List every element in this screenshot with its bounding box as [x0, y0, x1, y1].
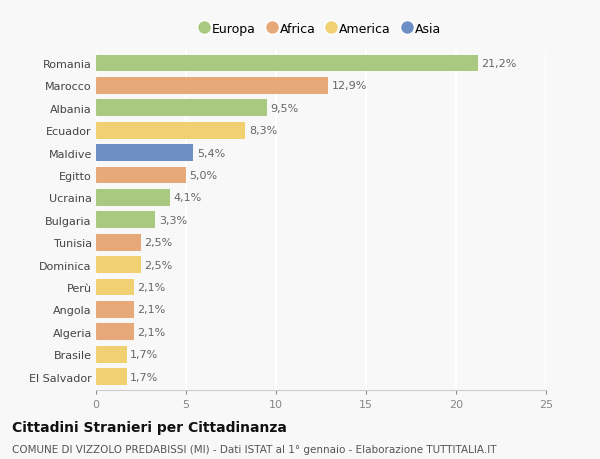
Bar [96, 301, 134, 318]
Bar [96, 100, 267, 117]
Bar [96, 145, 193, 162]
Bar [96, 234, 141, 251]
Text: Cittadini Stranieri per Cittadinanza: Cittadini Stranieri per Cittadinanza [12, 420, 287, 434]
Text: 1,7%: 1,7% [130, 349, 158, 359]
Text: 3,3%: 3,3% [159, 215, 187, 225]
Text: 2,1%: 2,1% [137, 305, 166, 315]
Bar [96, 190, 170, 207]
Bar [96, 257, 141, 274]
Text: 5,4%: 5,4% [197, 148, 225, 158]
Text: COMUNE DI VIZZOLO PREDABISSI (MI) - Dati ISTAT al 1° gennaio - Elaborazione TUTT: COMUNE DI VIZZOLO PREDABISSI (MI) - Dati… [12, 444, 497, 454]
Bar [96, 56, 478, 72]
Text: 4,1%: 4,1% [173, 193, 202, 203]
Text: 2,5%: 2,5% [145, 260, 173, 270]
Text: 9,5%: 9,5% [271, 104, 299, 113]
Bar [96, 123, 245, 140]
Text: 2,5%: 2,5% [145, 238, 173, 248]
Text: 12,9%: 12,9% [332, 81, 367, 91]
Bar [96, 78, 328, 95]
Text: 2,1%: 2,1% [137, 282, 166, 292]
Bar [96, 324, 134, 341]
Bar [96, 212, 155, 229]
Text: 5,0%: 5,0% [190, 171, 218, 181]
Text: 21,2%: 21,2% [481, 59, 517, 69]
Text: 2,1%: 2,1% [137, 327, 166, 337]
Legend: Europa, Africa, America, Asia: Europa, Africa, America, Asia [201, 23, 441, 36]
Bar [96, 279, 134, 296]
Bar [96, 167, 186, 184]
Bar [96, 346, 127, 363]
Text: 8,3%: 8,3% [249, 126, 277, 136]
Text: 1,7%: 1,7% [130, 372, 158, 382]
Bar [96, 369, 127, 385]
